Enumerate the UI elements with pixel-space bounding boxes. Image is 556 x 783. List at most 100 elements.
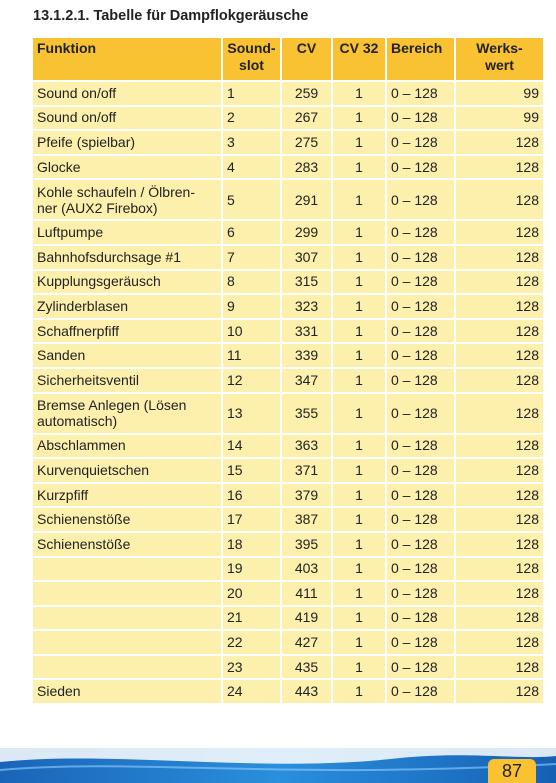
table-cell: 21 bbox=[223, 606, 280, 630]
table-cell: Sicherheitsventil bbox=[33, 368, 221, 392]
table-cell: 379 bbox=[282, 483, 331, 507]
table-cell: 1 bbox=[333, 221, 385, 244]
table-cell: 15 bbox=[223, 459, 280, 482]
table-cell: 128 bbox=[456, 131, 543, 154]
table-cell: 0 – 128 bbox=[387, 631, 454, 654]
table-cell: 128 bbox=[456, 459, 543, 482]
table-cell: 1 bbox=[333, 319, 385, 343]
table-cell: 435 bbox=[282, 655, 331, 679]
column-header: Werks-wert bbox=[456, 38, 543, 80]
table-row: Zylinderblasen 9 323 1 0 – 128 128 bbox=[33, 295, 543, 318]
table-cell: 1 bbox=[223, 82, 280, 105]
table-cell: 0 – 128 bbox=[387, 483, 454, 507]
column-header: CV bbox=[282, 38, 331, 80]
table-row: Kurzpfiff 16 379 1 0 – 128 128 bbox=[33, 483, 543, 507]
table-cell: 0 – 128 bbox=[387, 532, 454, 556]
table-cell: 19 bbox=[223, 557, 280, 581]
table-cell: 0 – 128 bbox=[387, 155, 454, 179]
table-cell: 99 bbox=[456, 82, 543, 105]
table-cell: 6 bbox=[223, 221, 280, 244]
cell-line: Schienenstöße bbox=[37, 511, 131, 528]
table-cell: 0 – 128 bbox=[387, 295, 454, 318]
table-cell: Sound on/off bbox=[33, 82, 221, 105]
table-cell: 1 bbox=[333, 508, 385, 531]
table-cell: 283 bbox=[282, 155, 331, 179]
table-row: 19 403 1 0 – 128 128 bbox=[33, 557, 543, 581]
table-cell: 8 bbox=[223, 270, 280, 294]
cell-line: CV 32 bbox=[339, 40, 379, 56]
table-cell: 1 bbox=[333, 655, 385, 679]
table-row: Sound on/off 1 259 1 0 – 128 99 bbox=[33, 82, 543, 105]
table-cell: 403 bbox=[282, 557, 331, 581]
table-cell: 23 bbox=[223, 655, 280, 679]
cell-line: Kohle schaufeln / Ölbren- bbox=[37, 183, 195, 200]
table-row: Schaffnerpfiff 10 331 1 0 – 128 128 bbox=[33, 319, 543, 343]
table-cell: 355 bbox=[282, 393, 331, 433]
table-cell: 11 bbox=[223, 344, 280, 367]
table-cell: 1 bbox=[333, 82, 385, 105]
table-cell: Pfeife (spielbar) bbox=[33, 131, 221, 154]
table-cell: 128 bbox=[456, 557, 543, 581]
cell-line: Sound on/off bbox=[37, 84, 117, 101]
table-cell: 128 bbox=[456, 680, 543, 704]
table-cell: 24 bbox=[223, 680, 280, 704]
table-cell bbox=[33, 655, 221, 679]
table-cell: 128 bbox=[456, 319, 543, 343]
table-cell: 0 – 128 bbox=[387, 393, 454, 433]
footer-band bbox=[0, 748, 556, 783]
table-row: Luftpumpe 6 299 1 0 – 128 128 bbox=[33, 221, 543, 244]
table-cell: 128 bbox=[456, 508, 543, 531]
table-cell: 1 bbox=[333, 631, 385, 654]
table-cell: 128 bbox=[456, 483, 543, 507]
table-cell: 307 bbox=[282, 245, 331, 269]
table-cell: Bahnhofsdurchsage #1 bbox=[33, 245, 221, 269]
table-cell: 128 bbox=[456, 582, 543, 605]
table-row: Schienenstöße 17 387 1 0 – 128 128 bbox=[33, 508, 543, 531]
table-cell: 1 bbox=[333, 295, 385, 318]
table-cell: 1 bbox=[333, 532, 385, 556]
table-cell: Kurzpfiff bbox=[33, 483, 221, 507]
table-cell bbox=[33, 582, 221, 605]
table-cell: 128 bbox=[456, 245, 543, 269]
table-cell: 1 bbox=[333, 434, 385, 458]
table-cell: 128 bbox=[456, 532, 543, 556]
table-cell: 0 – 128 bbox=[387, 557, 454, 581]
table-cell: Luftpumpe bbox=[33, 221, 221, 244]
table-cell: 99 bbox=[456, 106, 543, 130]
cell-line: Glocke bbox=[37, 158, 81, 175]
table-cell: 315 bbox=[282, 270, 331, 294]
table-cell: 1 bbox=[333, 393, 385, 433]
table-cell: 128 bbox=[456, 270, 543, 294]
table-cell: 18 bbox=[223, 532, 280, 556]
table-row: 22 427 1 0 – 128 128 bbox=[33, 631, 543, 654]
column-header: Bereich bbox=[387, 38, 454, 80]
table-cell: 1 bbox=[333, 606, 385, 630]
table-cell: 128 bbox=[456, 655, 543, 679]
table-cell: Sanden bbox=[33, 344, 221, 367]
cell-line: Kurvenquietschen bbox=[37, 461, 150, 478]
table-cell: Abschlammen bbox=[33, 434, 221, 458]
cell-line: Bremse Anlegen (Lösen bbox=[37, 397, 187, 414]
table-cell: 411 bbox=[282, 582, 331, 605]
cell-line: Bereich bbox=[391, 40, 443, 56]
cell-line: Funktion bbox=[37, 40, 97, 56]
table-cell: 1 bbox=[333, 459, 385, 482]
table-cell: 9 bbox=[223, 295, 280, 318]
column-header: CV 32 bbox=[333, 38, 385, 80]
table-cell: 2 bbox=[223, 106, 280, 130]
table-cell: 0 – 128 bbox=[387, 245, 454, 269]
table-cell bbox=[33, 557, 221, 581]
table-row: Bremse Anlegen (Lösen automatisch) 13 355 1 0… bbox=[33, 393, 543, 433]
table-cell: 1 bbox=[333, 680, 385, 704]
cell-line: Pfeife (spielbar) bbox=[37, 133, 136, 150]
table-cell: 419 bbox=[282, 606, 331, 630]
table-row: Pfeife (spielbar) 3 275 1 0 – 128 128 bbox=[33, 131, 543, 154]
cell-line: CV bbox=[296, 40, 317, 56]
section-title: 13.1.2.1. Tabelle für Dampflokgeräusche bbox=[33, 8, 309, 24]
table-cell: 1 bbox=[333, 180, 385, 220]
table-cell: 347 bbox=[282, 368, 331, 392]
table-cell: Kupplungsgeräusch bbox=[33, 270, 221, 294]
table-cell: 1 bbox=[333, 270, 385, 294]
cell-line: Sound on/off bbox=[37, 109, 117, 126]
